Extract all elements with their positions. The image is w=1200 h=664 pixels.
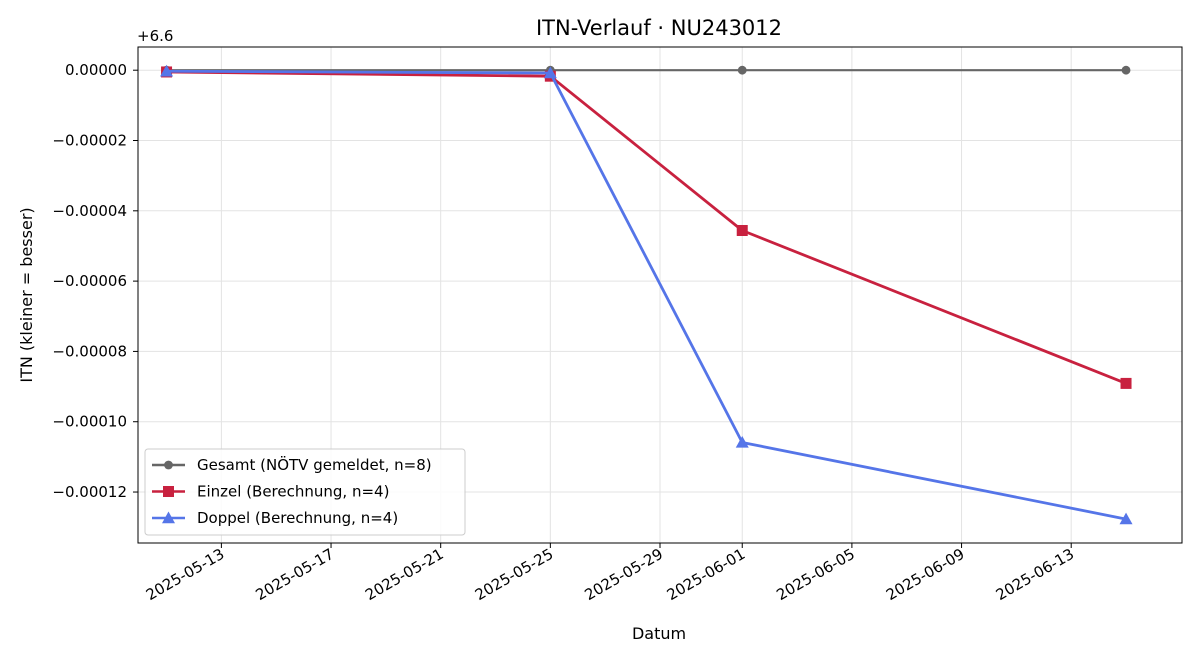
legend-label: Einzel (Berechnung, n=4) — [197, 483, 389, 501]
y-axis-offset-label: +6.6 — [137, 27, 173, 45]
series-line — [166, 69, 1127, 521]
series-line — [166, 70, 1127, 385]
legend-marker — [163, 486, 174, 497]
x-tick-label: 2025-06-09 — [883, 545, 968, 604]
y-tick-label: 0.00000 — [65, 61, 127, 79]
data-point — [160, 64, 174, 77]
y-axis-ticks: 0.00000 −0.00002 −0.00004 −0.00006 −0.00008 −… — [52, 61, 138, 501]
data-point — [1121, 65, 1131, 75]
series-3 — [160, 64, 1133, 525]
x-tick-label: 2025-05-13 — [143, 545, 228, 604]
series-layer — [160, 64, 1133, 525]
data-point — [735, 435, 749, 448]
legend-label: Doppel (Berechnung, n=4) — [197, 509, 398, 527]
legend-item-1: Gesamt (NÖTV gemeldet, n=8) — [152, 455, 432, 474]
x-tick-label: 2025-05-21 — [362, 545, 447, 604]
legend-marker — [164, 460, 173, 470]
data-point — [736, 224, 748, 236]
legend-label: Gesamt (NÖTV gemeldet, n=8) — [197, 455, 432, 474]
y-tick-label: −0.00006 — [52, 272, 127, 290]
y-tick-label: −0.00004 — [52, 202, 127, 220]
legend-marker — [162, 511, 175, 524]
x-tick-label: 2025-05-29 — [581, 545, 666, 604]
x-axis-ticks: 2025-05-13 2025-05-17 2025-05-21 2025-05-25… — [143, 543, 1077, 604]
y-tick-label: −0.00002 — [52, 132, 127, 150]
series-2 — [161, 66, 1132, 389]
x-tick-label: 2025-06-01 — [664, 545, 749, 604]
y-axis-label: ITN (kleiner = besser) — [17, 207, 36, 382]
data-point — [543, 66, 557, 79]
y-tick-label: −0.00010 — [52, 413, 127, 431]
x-tick-label: 2025-06-05 — [773, 545, 858, 604]
y-tick-label: −0.00012 — [52, 483, 127, 501]
data-point — [1119, 512, 1133, 525]
legend: Gesamt (NÖTV gemeldet, n=8) Einzel (Berec… — [144, 448, 466, 536]
legend-item-3: Doppel (Berechnung, n=4) — [152, 509, 398, 527]
x-tick-label: 2025-06-13 — [993, 545, 1078, 604]
x-tick-label: 2025-05-17 — [253, 545, 338, 604]
x-axis-label: Datum — [632, 624, 686, 643]
legend-item-2: Einzel (Berechnung, n=4) — [152, 483, 389, 501]
y-tick-label: −0.00008 — [52, 342, 127, 360]
legend-box — [144, 448, 466, 536]
data-point — [1120, 377, 1132, 389]
x-tick-label: 2025-05-25 — [472, 545, 557, 604]
data-point — [737, 65, 747, 75]
chart-title: ITN-Verlauf · NU243012 — [536, 16, 782, 40]
